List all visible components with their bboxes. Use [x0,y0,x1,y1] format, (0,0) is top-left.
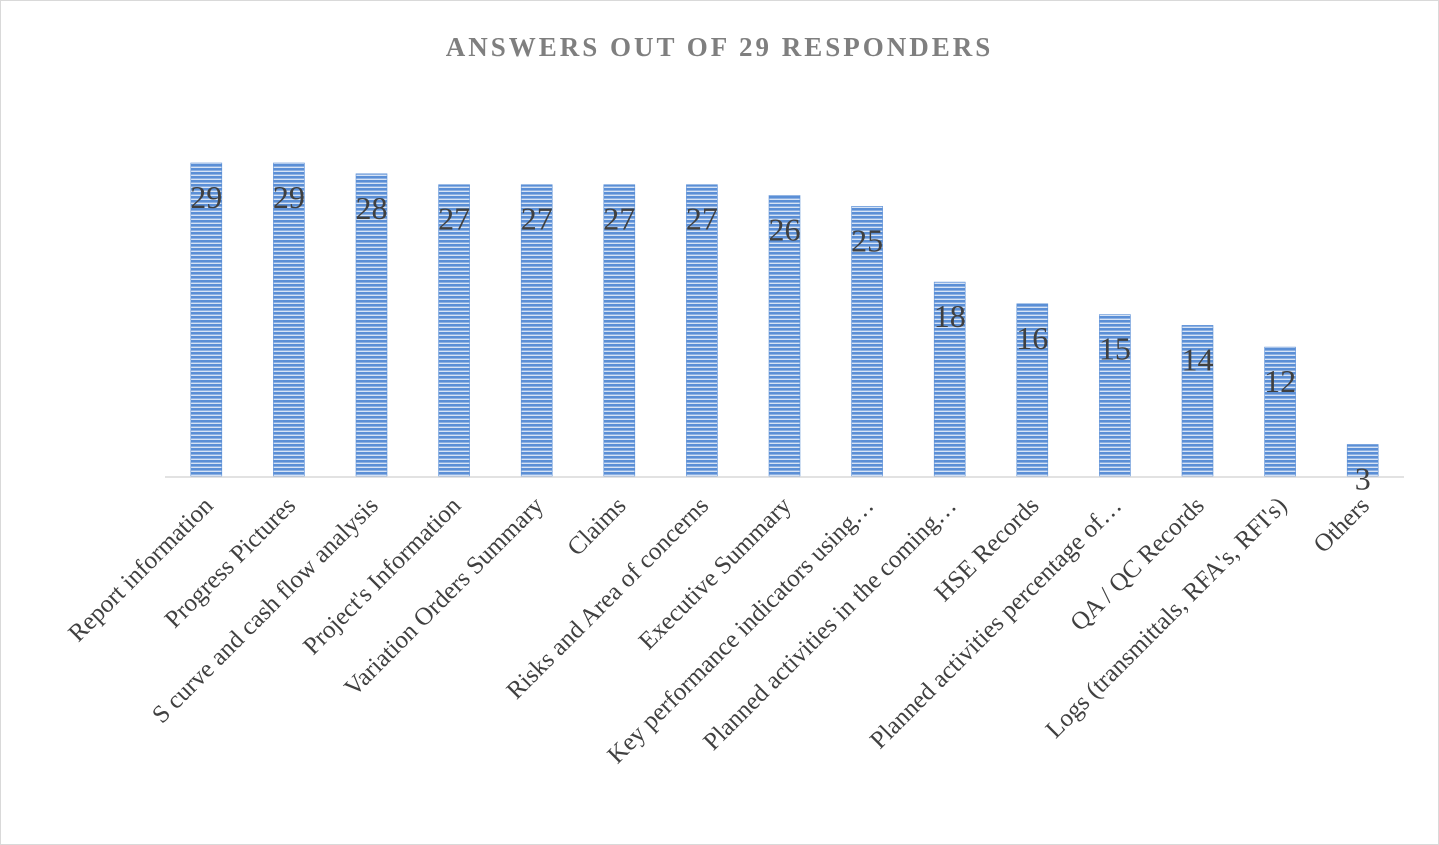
bar [1264,346,1296,478]
bar [686,184,718,478]
bar [1181,325,1214,478]
bar [1016,303,1049,478]
bar-value-label: 27 [603,201,635,237]
bar-value-label: 27 [521,201,553,237]
bar-value-label: 26 [769,212,801,248]
bar-value-label: 16 [1016,320,1048,356]
bar-value-label: 25 [851,222,883,258]
bar [355,173,388,478]
bar-value-label: 27 [438,201,470,237]
bar [768,195,801,478]
bar [851,206,883,478]
category-label: Report information [63,492,218,647]
bar [190,162,223,478]
bar-value-label: 28 [356,190,388,226]
category-label: Others [1309,492,1375,558]
bar [273,162,305,478]
bar-value-label: 12 [1264,363,1296,399]
category-label: Project's Information [298,492,466,660]
bars-group [190,162,1379,478]
bar-value-label: 14 [1182,341,1214,377]
bar-value-label: 27 [686,201,718,237]
category-label: Claims [562,492,631,561]
bar [603,184,636,478]
chart-title: ANSWERS OUT OF 29 RESPONDERS [445,32,994,62]
bar-value-label: 3 [1355,461,1371,497]
bar-value-label: 29 [190,179,222,215]
category-label: Executive Summary [634,492,797,655]
bar-value-label: 15 [1099,331,1131,367]
bar-value-label: 18 [934,298,966,334]
bar [1346,444,1379,478]
value-labels-group: 29 29 28 27 27 27 27 26 25 18 16 15 14 12 3 [190,179,1370,497]
bar [1099,314,1131,478]
bar-value-label: 29 [273,179,305,215]
